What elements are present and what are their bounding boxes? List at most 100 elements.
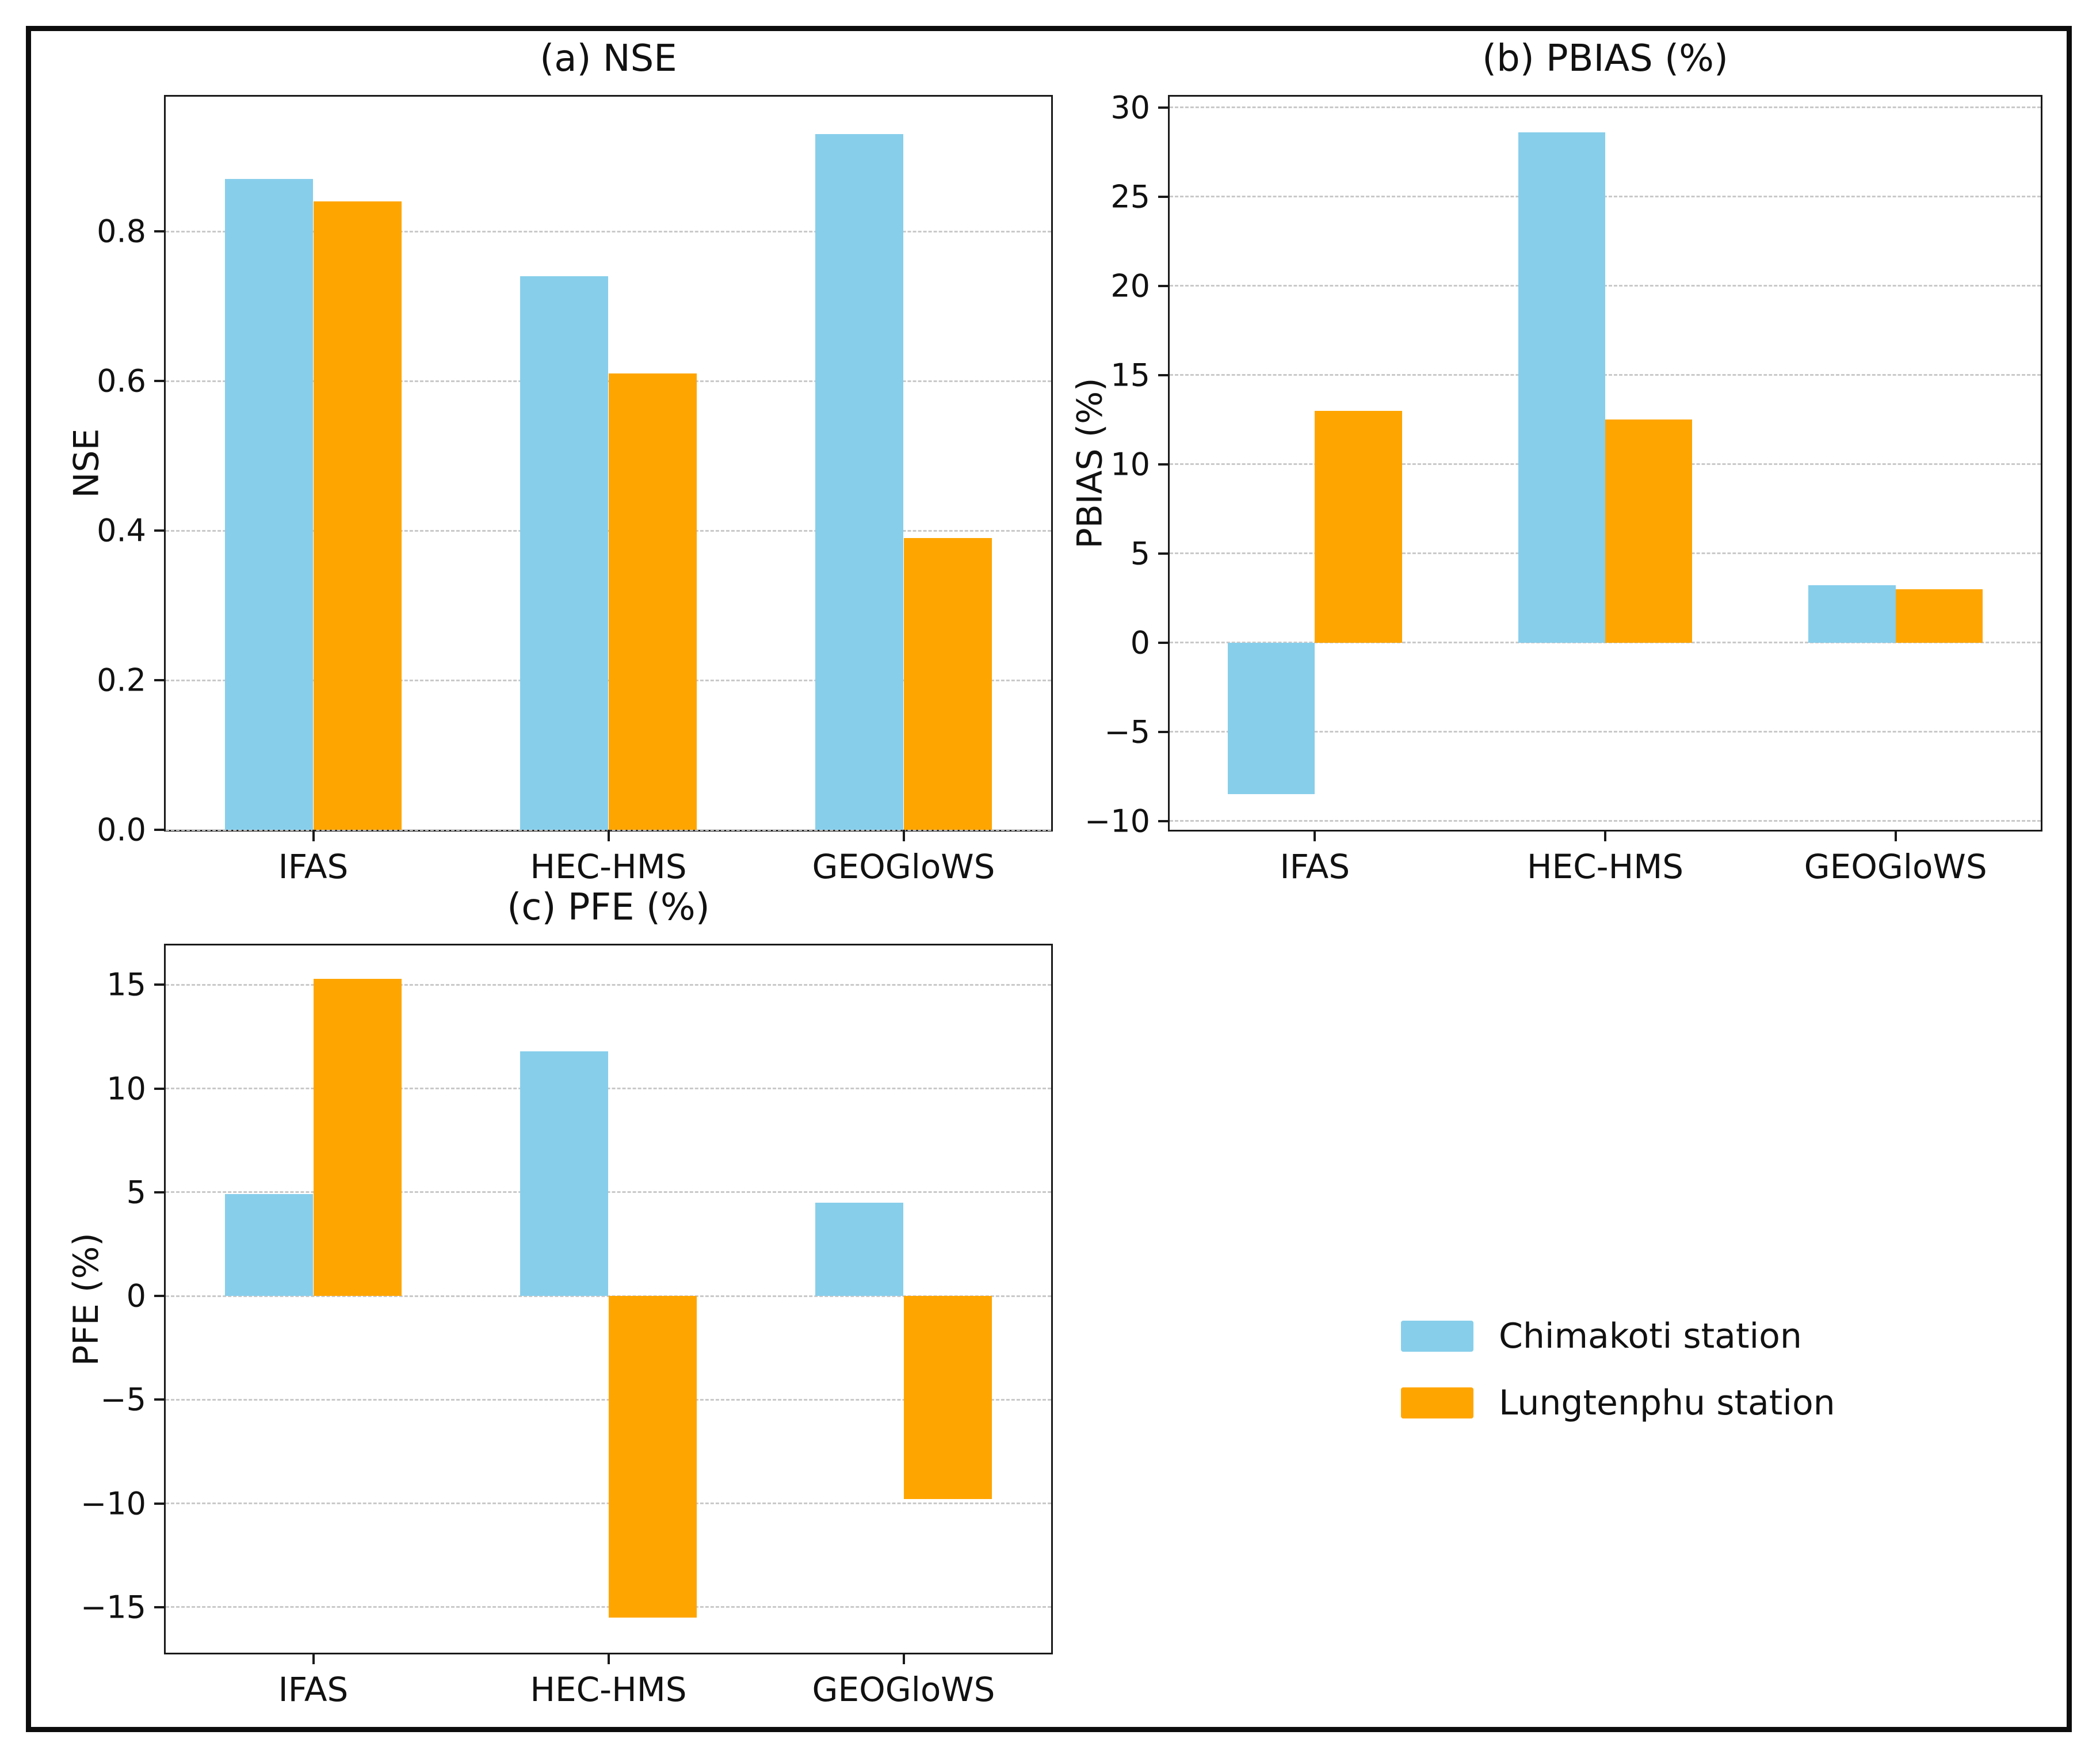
bar-lungtenphu bbox=[903, 1296, 992, 1500]
x-tick-label: GEOGloWS bbox=[1804, 847, 1987, 886]
y-tick bbox=[154, 230, 166, 232]
x-tick-label: GEOGloWS bbox=[812, 847, 995, 886]
gridline bbox=[166, 983, 1051, 986]
bar-lungtenphu bbox=[1895, 589, 1983, 643]
bar-lungtenphu bbox=[608, 373, 697, 830]
panel-pbias: (b) PBIAS (%) PBIAS (%) −10 −5 0 5 10 15 20 25 3… bbox=[1070, 39, 2042, 886]
y-tick-label: 0.2 bbox=[97, 662, 146, 699]
y-tick bbox=[154, 983, 166, 986]
gridline bbox=[1170, 106, 2041, 109]
gridline bbox=[1170, 374, 2041, 376]
y-tick-label: 20 bbox=[1110, 268, 1150, 304]
y-tick bbox=[154, 829, 166, 831]
bar-chimakoti bbox=[815, 1202, 904, 1296]
x-tick bbox=[607, 1653, 610, 1664]
y-tick-label: −10 bbox=[1085, 803, 1150, 839]
gridline bbox=[1170, 285, 2041, 287]
gridline bbox=[1170, 196, 2041, 198]
y-tick bbox=[1158, 730, 1170, 733]
panel-pfe: (c) PFE (%) PFE (%) −15 −10 −5 0 5 10 15 IFAS HE… bbox=[66, 887, 1053, 1709]
y-tick bbox=[1158, 106, 1170, 109]
x-tick bbox=[607, 830, 610, 841]
legend: Chimakoti station Lungtenphu station bbox=[1401, 1316, 1835, 1423]
y-tick-label: 5 bbox=[126, 1174, 146, 1211]
panel-pfe-title: (c) PFE (%) bbox=[507, 886, 710, 929]
y-tick-label: 0.6 bbox=[97, 363, 146, 399]
x-tick bbox=[1314, 830, 1316, 841]
legend-item-lungtenphu: Lungtenphu station bbox=[1401, 1383, 1835, 1423]
bar-lungtenphu bbox=[608, 1296, 697, 1618]
bar-chimakoti bbox=[224, 1194, 314, 1296]
x-tick-label: HEC-HMS bbox=[530, 847, 687, 886]
y-tick bbox=[154, 1191, 166, 1193]
x-tick bbox=[1604, 830, 1606, 841]
bar-chimakoti bbox=[1227, 642, 1315, 794]
panel-nse: (a) NSE NSE 0.0 0.2 0.4 0.6 0.8 IFAS HEC-HMS GE… bbox=[66, 39, 1053, 886]
y-tick bbox=[1158, 552, 1170, 555]
x-tick bbox=[312, 1653, 315, 1664]
panel-nse-title: (a) NSE bbox=[540, 37, 677, 80]
y-tick-label: 15 bbox=[1110, 357, 1150, 394]
y-tick bbox=[1158, 284, 1170, 287]
y-tick bbox=[154, 1606, 166, 1608]
y-tick bbox=[154, 1087, 166, 1090]
y-tick-label: 0 bbox=[1130, 624, 1150, 661]
y-tick-label: 5 bbox=[1130, 535, 1150, 572]
y-tick bbox=[154, 679, 166, 681]
legend-item-chimakoti: Chimakoti station bbox=[1401, 1316, 1835, 1356]
y-tick-label: 10 bbox=[1110, 446, 1150, 483]
x-tick bbox=[1894, 830, 1897, 841]
y-tick bbox=[154, 1295, 166, 1298]
bar-lungtenphu bbox=[903, 538, 992, 830]
x-tick bbox=[312, 830, 315, 841]
y-tick-label: 10 bbox=[106, 1070, 146, 1107]
y-tick-label: 25 bbox=[1110, 178, 1150, 215]
y-tick-label: −15 bbox=[81, 1589, 146, 1626]
y-tick-label: 0.8 bbox=[97, 213, 146, 250]
y-tick bbox=[1158, 373, 1170, 376]
bar-chimakoti bbox=[520, 1051, 609, 1296]
y-tick bbox=[1158, 463, 1170, 466]
gridline bbox=[166, 1088, 1051, 1090]
bar-chimakoti bbox=[815, 134, 904, 830]
x-tick-label: IFAS bbox=[278, 1670, 349, 1709]
y-tick-label: 30 bbox=[1110, 89, 1150, 126]
y-tick-label: 0.0 bbox=[97, 811, 146, 848]
y-tick-label: 0 bbox=[126, 1277, 146, 1314]
bar-chimakoti bbox=[520, 276, 609, 830]
legend-label-lungtenphu: Lungtenphu station bbox=[1499, 1383, 1835, 1423]
bar-chimakoti bbox=[224, 179, 314, 830]
gridline bbox=[166, 1191, 1051, 1193]
gridline bbox=[166, 230, 1051, 232]
y-tick-label: −5 bbox=[1104, 714, 1150, 750]
y-tick bbox=[1158, 195, 1170, 198]
bar-chimakoti bbox=[1518, 132, 1605, 643]
bar-chimakoti bbox=[1808, 585, 1896, 643]
bar-lungtenphu bbox=[313, 978, 402, 1296]
y-tick-label: 15 bbox=[106, 966, 146, 1003]
gridline bbox=[1170, 731, 2041, 733]
gridline bbox=[1170, 642, 2041, 644]
bar-lungtenphu bbox=[1315, 410, 1402, 643]
y-tick-label: 0.4 bbox=[97, 512, 146, 549]
legend-swatch-lungtenphu bbox=[1401, 1387, 1473, 1418]
gridline bbox=[1170, 820, 2041, 822]
x-tick bbox=[902, 1653, 905, 1664]
y-tick bbox=[154, 529, 166, 532]
legend-swatch-chimakoti bbox=[1401, 1321, 1473, 1352]
x-tick-label: HEC-HMS bbox=[1526, 847, 1684, 886]
panel-pbias-title: (b) PBIAS (%) bbox=[1482, 37, 1728, 80]
y-tick bbox=[1158, 641, 1170, 644]
x-tick bbox=[902, 830, 905, 841]
y-tick bbox=[154, 1502, 166, 1505]
bar-lungtenphu bbox=[1605, 420, 1693, 643]
bar-lungtenphu bbox=[313, 201, 402, 830]
y-tick bbox=[154, 1398, 166, 1401]
y-tick-label: −5 bbox=[100, 1381, 146, 1418]
legend-label-chimakoti: Chimakoti station bbox=[1499, 1316, 1802, 1356]
panel-pbias-plot-area: −10 −5 0 5 10 15 20 25 30 IFAS HEC-HMS GEOGloWS bbox=[1085, 89, 2042, 886]
panel-pfe-plot-area: −15 −10 −5 0 5 10 15 IFAS HEC-HMS GEOGloWS bbox=[81, 944, 1053, 1709]
y-tick-label: −10 bbox=[81, 1485, 146, 1521]
x-tick-label: HEC-HMS bbox=[530, 1670, 687, 1709]
y-tick bbox=[154, 380, 166, 382]
